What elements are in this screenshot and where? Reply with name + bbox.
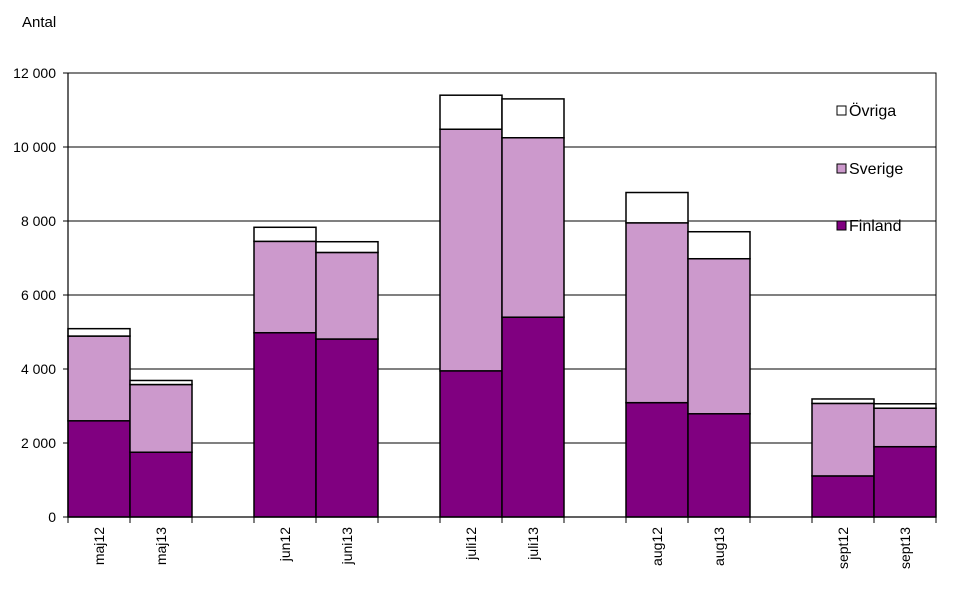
bar-segment-finland-maj13	[129, 451, 193, 518]
y-tick-label: 12 000	[13, 65, 56, 81]
bar-segment-finland-aug12	[625, 401, 689, 518]
bar-segment-finland-sept12	[811, 475, 875, 518]
bar-segment-finland-juni13	[315, 338, 379, 518]
x-tick-label: juli12	[463, 527, 479, 561]
legend-swatch-vriga	[836, 105, 847, 116]
x-tick-label: maj12	[91, 527, 107, 565]
x-tick-label: juni13	[339, 527, 355, 566]
bar-segment-finland-sept13	[873, 445, 937, 518]
y-axis-unit-label: Antal	[22, 14, 57, 31]
x-tick-label: sept12	[835, 527, 851, 569]
x-tick-label: sept13	[897, 527, 913, 569]
bar-segment-vriga-jun12	[253, 226, 317, 243]
bar-segment-sverige-juli12	[439, 128, 503, 372]
bar-segment-sverige-juni13	[315, 251, 379, 340]
y-tick-label: 0	[48, 509, 56, 525]
legend-swatch-sverige	[836, 163, 847, 174]
bar-segment-sverige-aug12	[625, 222, 689, 404]
legend-swatch-finland	[836, 220, 847, 231]
bar-segment-vriga-sept12	[811, 398, 875, 405]
legend-label: Finland	[849, 218, 901, 235]
x-tick-label: maj13	[153, 527, 169, 565]
bar-segment-finland-jun12	[253, 331, 317, 518]
bar-segment-sverige-maj13	[129, 383, 193, 454]
bar-segment-finland-juli13	[501, 316, 565, 518]
bar-segment-vriga-aug13	[687, 230, 751, 260]
bar-segment-vriga-sept13	[873, 403, 937, 409]
bar-segment-vriga-maj12	[67, 327, 131, 337]
y-tick-label: 10 000	[13, 139, 56, 155]
bar-segment-sverige-maj12	[67, 335, 131, 422]
y-tick-label: 6 000	[21, 287, 56, 303]
bar-segment-vriga-aug12	[625, 191, 689, 224]
bar-segment-finland-juli12	[439, 370, 503, 518]
legend-label: Sverige	[849, 161, 903, 178]
bar-segment-vriga-maj13	[129, 379, 193, 386]
legend-label: Övriga	[849, 102, 896, 120]
bar-segment-sverige-sept13	[873, 407, 937, 448]
bar-segment-finland-aug13	[687, 413, 751, 518]
x-tick-label: aug12	[649, 527, 665, 566]
bar-segment-sverige-juli13	[501, 137, 565, 318]
bar-segment-vriga-juni13	[315, 240, 379, 254]
bar-segment-sverige-jun12	[253, 240, 317, 334]
y-tick-label: 2 000	[21, 435, 56, 451]
x-tick-label: juli13	[525, 527, 541, 561]
bar-segment-sverige-aug13	[687, 257, 751, 415]
y-tick-label: 4 000	[21, 361, 56, 377]
bar-segment-vriga-juli12	[439, 94, 503, 130]
bar-segment-finland-maj12	[67, 420, 131, 518]
bar-segment-sverige-sept12	[811, 402, 875, 477]
y-tick-label: 8 000	[21, 213, 56, 229]
x-tick-label: aug13	[711, 527, 727, 566]
x-tick-label: jun12	[277, 527, 293, 562]
bar-segment-vriga-juli13	[501, 98, 565, 139]
